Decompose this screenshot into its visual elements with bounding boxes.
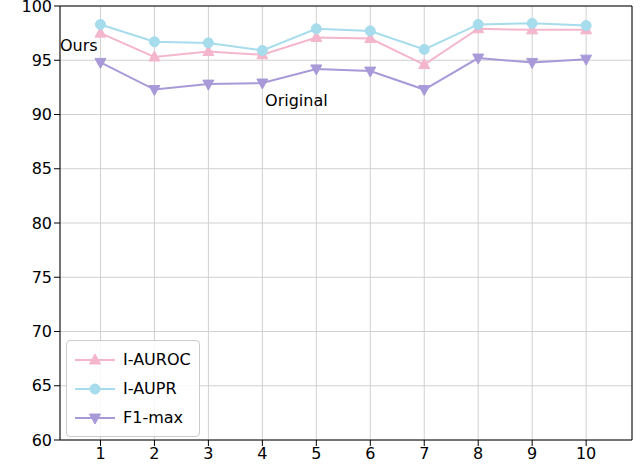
- svg-text:65: 65: [32, 376, 52, 395]
- svg-text:2: 2: [149, 444, 159, 463]
- svg-text:Original: Original: [265, 91, 328, 110]
- svg-text:85: 85: [32, 159, 52, 178]
- svg-text:8: 8: [473, 444, 483, 463]
- svg-text:60: 60: [32, 431, 52, 450]
- html-text:I-AUPR: I-AUPR: [123, 379, 177, 398]
- svg-text:7: 7: [419, 444, 429, 463]
- svg-text:3: 3: [203, 444, 213, 463]
- svg-text:95: 95: [32, 51, 52, 70]
- html-text:F1-max: F1-max: [123, 408, 183, 427]
- svg-text:5: 5: [311, 444, 321, 463]
- svg-text:9: 9: [527, 444, 537, 463]
- html-text:I-AUROC: I-AUROC: [123, 350, 191, 369]
- svg-text:10: 10: [576, 444, 596, 463]
- svg-text:80: 80: [32, 214, 52, 233]
- svg-text:1: 1: [95, 444, 105, 463]
- svg-text:4: 4: [257, 444, 267, 463]
- svg-text:100: 100: [21, 0, 52, 16]
- svg-text:70: 70: [32, 322, 52, 341]
- svg-text:Ours: Ours: [60, 36, 98, 55]
- svg-text:90: 90: [32, 105, 52, 124]
- svg-text:6: 6: [365, 444, 375, 463]
- svg-text:75: 75: [32, 268, 52, 287]
